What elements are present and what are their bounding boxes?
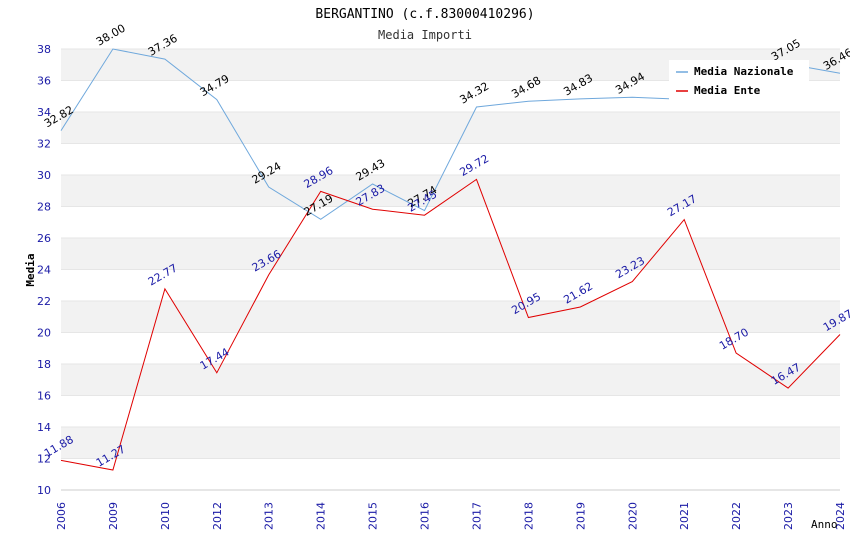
y-tick-label: 22 [37, 295, 51, 308]
grid-lines [61, 48, 840, 491]
y-tick-label: 28 [37, 201, 51, 214]
legend: Media Nazionale Media Ente [669, 60, 809, 102]
y-tick-label: 34 [37, 106, 51, 119]
y-tick-label: 36 [37, 75, 51, 88]
y-tick-label: 24 [37, 264, 51, 277]
x-axis-label: Anno [811, 518, 838, 531]
y-tick-label: 32 [37, 138, 51, 151]
x-tick-label: 2024 [834, 502, 847, 530]
x-tick-label: 2009 [107, 502, 120, 530]
data-label: 34.32 [457, 80, 491, 107]
x-tick-label: 2020 [626, 502, 639, 530]
x-tick-label: 2013 [263, 502, 276, 530]
grid-band [61, 175, 840, 207]
y-tick-label: 12 [37, 453, 51, 466]
y-tick-label: 20 [37, 327, 51, 340]
x-tick-label: 2006 [55, 502, 68, 530]
y-tick-label: 10 [37, 484, 51, 497]
y-tick-label: 18 [37, 358, 51, 371]
x-tick-label: 2012 [211, 502, 224, 530]
series-line-media-ente [60, 178, 841, 471]
grid-band [61, 112, 840, 144]
y-tick-label: 26 [37, 232, 51, 245]
x-tick-label: 2019 [574, 502, 587, 530]
grid-band [61, 301, 840, 333]
grid-band [61, 238, 840, 270]
x-tick-label: 2021 [678, 502, 691, 530]
x-tick-label: 2023 [782, 502, 795, 530]
y-tick-label: 38 [37, 43, 51, 56]
data-label: 38.00 [94, 22, 128, 49]
y-axis-label: Media [24, 253, 37, 286]
chart-title: BERGANTINO (c.f.83000410296) [315, 7, 534, 22]
x-tick-label: 2017 [470, 502, 483, 530]
x-tick-label: 2014 [315, 502, 328, 530]
x-axis-ticks: 2006 2009 2010 2012 2013 2014 2015 2016 2017 2018… [55, 502, 847, 530]
chart-subtitle: Media Importi [378, 28, 472, 42]
grid-band [61, 364, 840, 396]
x-tick-label: 2010 [159, 502, 172, 530]
grid-band [61, 427, 840, 459]
legend-label-nazionale: Media Nazionale [694, 65, 794, 78]
x-tick-label: 2015 [367, 502, 380, 530]
y-tick-label: 14 [37, 421, 51, 434]
y-axis-ticks: 10 12 14 16 18 20 22 24 26 28 30 32 34 36 38 [37, 43, 51, 497]
x-tick-label: 2022 [730, 502, 743, 530]
y-tick-label: 16 [37, 390, 51, 403]
x-tick-label: 2018 [522, 502, 535, 530]
y-tick-label: 30 [37, 169, 51, 182]
legend-box [669, 60, 809, 102]
grid-bands [61, 49, 840, 459]
legend-label-ente: Media Ente [694, 84, 761, 97]
x-tick-label: 2016 [419, 502, 432, 530]
